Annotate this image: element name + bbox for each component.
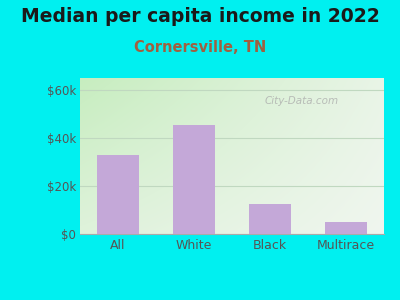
Text: Cornersville, TN: Cornersville, TN [134, 40, 266, 56]
Bar [249, 204, 291, 234]
Bar [173, 125, 215, 234]
Text: Median per capita income in 2022: Median per capita income in 2022 [21, 8, 379, 26]
Text: City-Data.com: City-Data.com [265, 96, 339, 106]
Bar [97, 155, 139, 234]
Bar [325, 222, 367, 234]
